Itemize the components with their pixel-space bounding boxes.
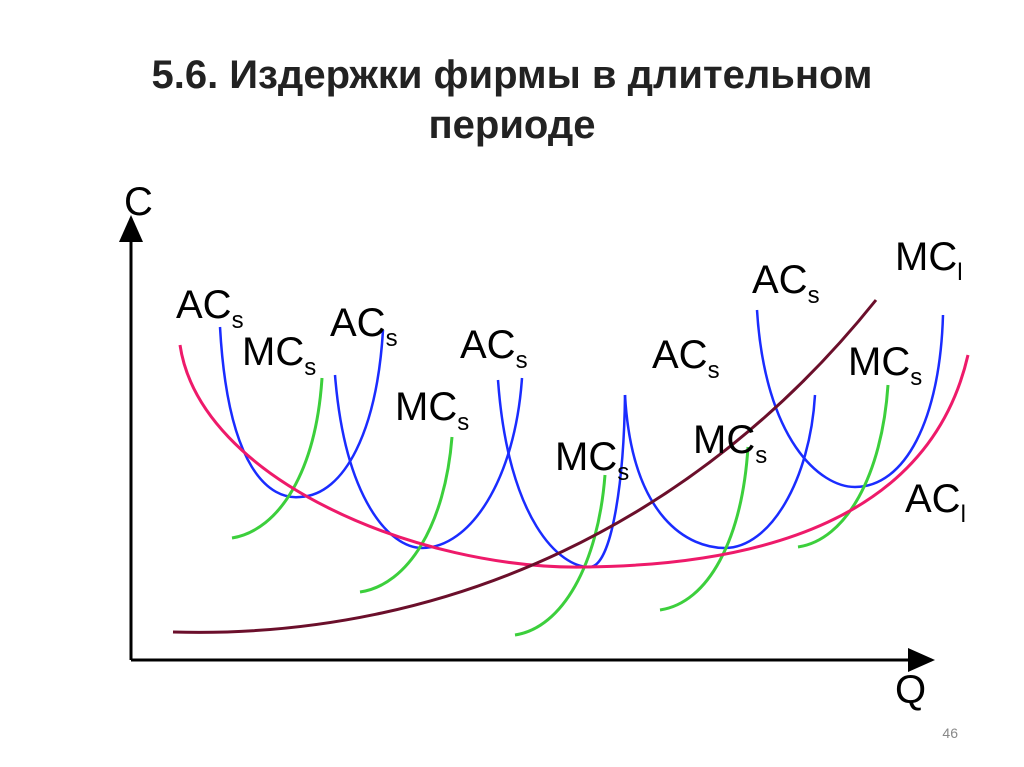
label-subscript: s — [516, 347, 528, 374]
curve-label: ACs — [652, 333, 720, 384]
label-main: MC — [895, 235, 957, 279]
label-subscript: s — [808, 282, 820, 309]
label-subscript: s — [304, 354, 316, 381]
curve-label: ACs — [330, 301, 398, 352]
label-main: AC — [752, 258, 808, 302]
title-line: периоде — [429, 103, 596, 147]
curve-label: ACs — [752, 258, 820, 309]
curve-label: MCs — [395, 385, 469, 436]
label-subscript: s — [386, 325, 398, 352]
label-subscript: l — [957, 259, 962, 286]
label-main: AC — [176, 283, 232, 327]
label-main: MC — [555, 435, 617, 479]
label-subscript: s — [617, 459, 629, 486]
long-run-mc-curve — [172, 299, 878, 634]
label-main: MC — [242, 330, 304, 374]
curve-label: MCl — [895, 235, 963, 286]
label-subscript: s — [457, 409, 469, 436]
label-main: MC — [693, 418, 755, 462]
curve-label: MCs — [242, 330, 316, 381]
curve-label: MCs — [693, 418, 767, 469]
label-subscript: s — [755, 442, 767, 469]
curve-label: ACs — [460, 323, 528, 374]
label-main: AC — [905, 477, 961, 521]
title-line: 5.6. Издержки фирмы в длительном — [151, 53, 872, 97]
curve-label: ACl — [905, 477, 966, 528]
label-subscript: s — [708, 357, 720, 384]
label-subscript: l — [961, 501, 966, 528]
long-run-ac-curve — [178, 344, 970, 569]
curve-label: ACs — [176, 283, 244, 334]
label-main: AC — [330, 301, 386, 345]
label-subscript: s — [232, 307, 244, 334]
label-subscript: s — [910, 364, 922, 391]
curve-label: MCs — [848, 340, 922, 391]
short-run-mc-curves — [231, 377, 890, 637]
x-axis-label: Q — [895, 668, 926, 712]
label-main: AC — [460, 323, 516, 367]
y-axis-label: C — [124, 180, 153, 224]
page-number: 46 — [942, 725, 958, 741]
curve-label: MCs — [555, 435, 629, 486]
label-main: AC — [652, 333, 708, 377]
label-main: MC — [848, 340, 910, 384]
label-main: MC — [395, 385, 457, 429]
